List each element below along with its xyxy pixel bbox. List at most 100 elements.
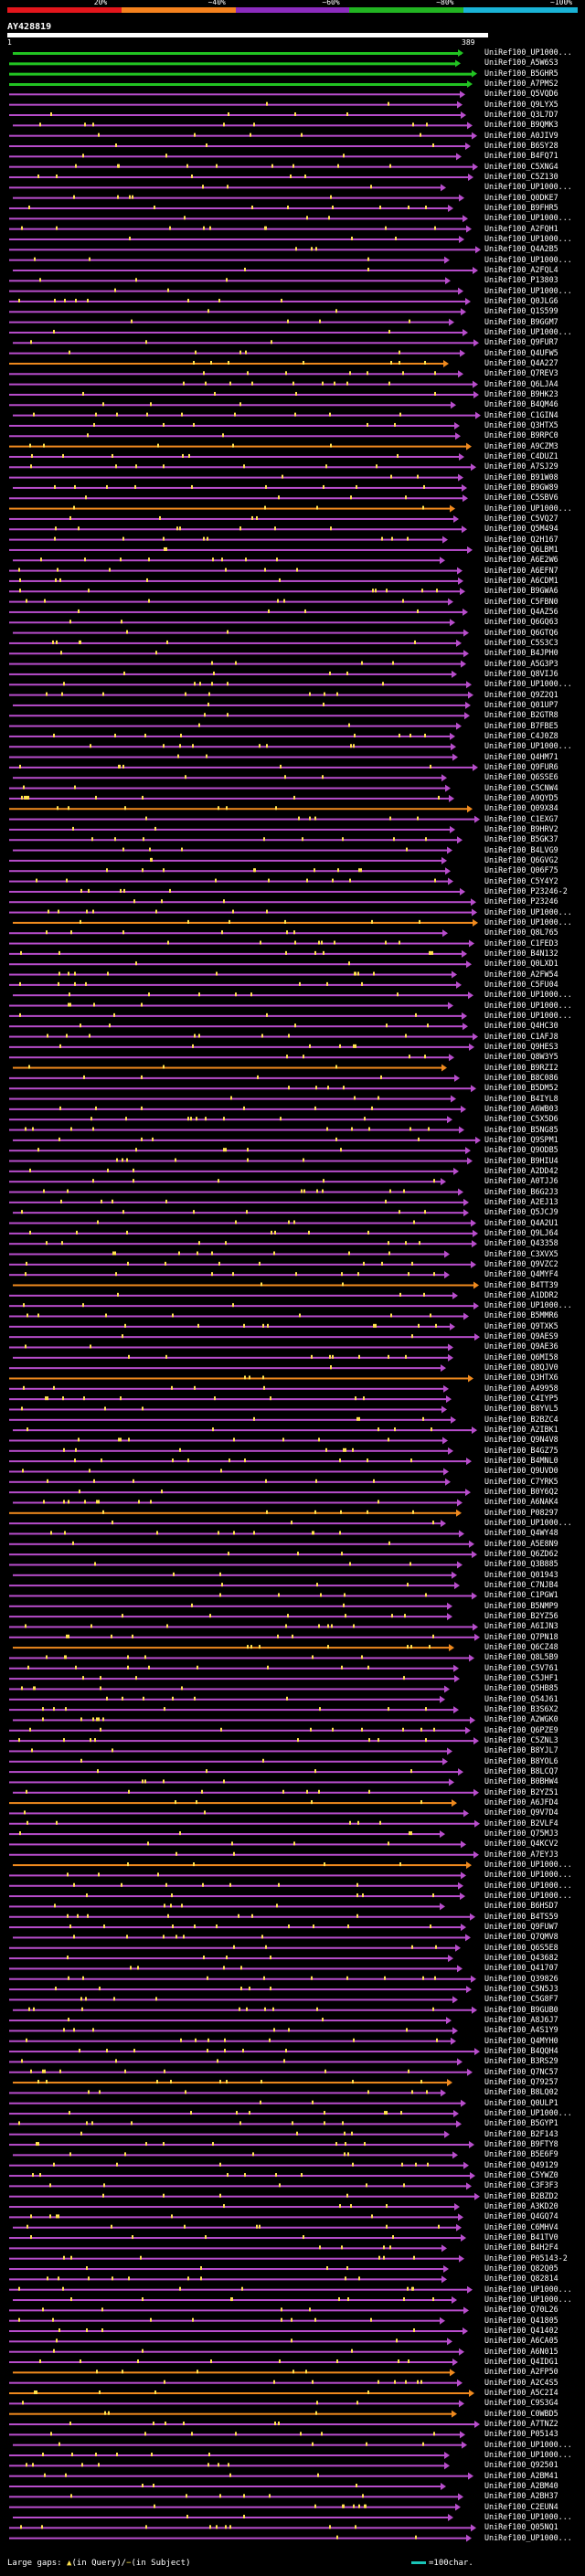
alignment-bar[interactable]	[9, 1988, 466, 1991]
alignment-bar[interactable]	[9, 1740, 473, 1743]
hit-row[interactable]	[9, 1654, 474, 1662]
alignment-bar[interactable]	[9, 1243, 472, 1246]
hit-label[interactable]: UniRef100_B4LVG9	[484, 844, 558, 854]
hit-row[interactable]	[9, 1384, 449, 1393]
alignment-bar[interactable]	[9, 93, 460, 96]
hit-label[interactable]: UniRef100_B8LCQ7	[484, 1766, 558, 1776]
alignment-bar[interactable]	[9, 311, 461, 313]
alignment-bar[interactable]	[9, 1946, 455, 1949]
hit-label[interactable]: UniRef100_Q4MYH0	[484, 2035, 558, 2045]
alignment-bar[interactable]	[9, 165, 473, 168]
hit-label[interactable]: UniRef100_Q9ODB5	[484, 1145, 558, 1155]
alignment-bar[interactable]	[9, 1398, 446, 1401]
hit-row[interactable]	[9, 184, 446, 192]
hit-row[interactable]	[13, 1281, 479, 1289]
hit-row[interactable]	[9, 2130, 450, 2138]
hit-label[interactable]: UniRef100_Q6SSE6	[484, 772, 558, 782]
hit-row[interactable]	[9, 215, 468, 223]
alignment-bar[interactable]	[9, 880, 448, 883]
hit-row[interactable]	[9, 1840, 466, 1849]
hit-row[interactable]	[9, 2275, 447, 2284]
hit-label[interactable]: UniRef100_B2GTR8	[484, 710, 558, 720]
hit-label[interactable]: UniRef100_UP1000...	[484, 1518, 572, 1528]
hit-row[interactable]	[9, 1695, 445, 1703]
alignment-bar[interactable]	[9, 1232, 473, 1235]
hit-label[interactable]: UniRef100_A6N015	[484, 2346, 558, 2356]
hit-row[interactable]	[9, 1726, 471, 1734]
alignment-bar[interactable]	[13, 1864, 470, 1867]
hit-row[interactable]	[13, 557, 445, 565]
hit-row[interactable]	[9, 2462, 450, 2470]
hit-row[interactable]	[9, 1986, 472, 1994]
hit-row[interactable]	[9, 722, 462, 730]
hit-label[interactable]: UniRef100_B9GUB0	[484, 2004, 558, 2014]
hit-label[interactable]: UniRef100_C2EUN4	[484, 2501, 558, 2511]
alignment-bar[interactable]	[9, 1729, 465, 1732]
hit-row[interactable]	[9, 1706, 459, 1714]
hit-row[interactable]	[13, 2151, 458, 2159]
hit-row[interactable]	[9, 1085, 476, 1093]
alignment-bar[interactable]	[9, 2206, 454, 2209]
hit-label[interactable]: UniRef100_Q4KCV2	[484, 1839, 558, 1849]
hit-row[interactable]	[13, 1934, 471, 1942]
hit-row[interactable]	[9, 1530, 464, 1538]
hit-label[interactable]: UniRef100_Q5M494	[484, 524, 558, 534]
hit-row[interactable]	[9, 225, 472, 233]
hit-row[interactable]	[9, 90, 465, 99]
alignment-bar[interactable]	[9, 1812, 463, 1815]
alignment-bar[interactable]	[9, 538, 442, 541]
hit-label[interactable]: UniRef100_B4FQ71	[484, 151, 558, 161]
alignment-bar[interactable]	[9, 517, 453, 520]
hit-label[interactable]: UniRef100_B9HK23	[484, 388, 558, 398]
hit-label[interactable]: UniRef100_B2F143	[484, 2128, 558, 2138]
alignment-bar[interactable]	[13, 921, 476, 924]
alignment-bar[interactable]	[9, 2392, 469, 2395]
hit-label[interactable]: UniRef100_Q82814	[484, 2274, 558, 2284]
hit-row[interactable]	[9, 1675, 460, 1683]
alignment-bar[interactable]	[9, 890, 460, 893]
hit-row[interactable]	[9, 1436, 448, 1445]
hit-label[interactable]: UniRef100_B6SY28	[484, 140, 558, 150]
alignment-bar[interactable]	[9, 455, 459, 458]
hit-row[interactable]	[13, 1136, 481, 1144]
hit-row[interactable]	[9, 2348, 464, 2356]
alignment-bar[interactable]	[9, 2288, 467, 2291]
hit-row[interactable]	[13, 49, 463, 57]
alignment-bar[interactable]	[9, 1470, 443, 1473]
alignment-bar[interactable]	[13, 2299, 455, 2302]
hit-row[interactable]	[9, 1913, 475, 1921]
alignment-bar[interactable]	[9, 694, 468, 696]
alignment-bar[interactable]	[9, 2216, 458, 2219]
hit-label[interactable]: UniRef100_P23246	[484, 896, 558, 906]
hit-label[interactable]: UniRef100_C5Y4Y2	[484, 875, 558, 885]
hit-row[interactable]	[9, 2058, 463, 2066]
hit-label[interactable]: UniRef100_Q4HC30	[484, 1021, 558, 1031]
hit-label[interactable]: UniRef100_A7PMS2	[484, 78, 558, 88]
alignment-bar[interactable]	[9, 1129, 459, 1131]
hit-row[interactable]	[9, 588, 465, 596]
hit-label[interactable]: UniRef100_A6WB03	[484, 1103, 558, 1113]
hit-label[interactable]: UniRef100_B5GK37	[484, 834, 558, 844]
hit-row[interactable]	[9, 1033, 478, 1041]
alignment-bar[interactable]	[9, 942, 469, 945]
hit-label[interactable]: UniRef100_Q9Z2Q1	[484, 689, 558, 699]
hit-row[interactable]	[9, 204, 453, 212]
alignment-bar[interactable]	[9, 1698, 440, 1701]
hit-row[interactable]	[9, 732, 455, 740]
hit-row[interactable]	[9, 1561, 463, 1569]
hit-row[interactable]	[9, 2493, 463, 2501]
alignment-bar[interactable]	[13, 2082, 451, 2084]
hit-row[interactable]	[9, 2192, 480, 2200]
hit-label[interactable]: UniRef100_B5E6F9	[484, 2149, 558, 2159]
hit-row[interactable]	[9, 318, 454, 326]
alignment-bar[interactable]	[9, 1833, 440, 1836]
hit-label[interactable]: UniRef100_Q70L26	[484, 2305, 558, 2315]
alignment-bar[interactable]	[9, 1781, 449, 1784]
hit-row[interactable]	[9, 277, 451, 285]
alignment-bar[interactable]	[9, 839, 457, 842]
alignment-bar[interactable]	[9, 2133, 444, 2136]
alignment-bar[interactable]	[9, 1771, 458, 1774]
hit-row[interactable]	[13, 701, 471, 709]
alignment-bar[interactable]	[13, 631, 467, 634]
alignment-bar[interactable]	[9, 859, 441, 862]
